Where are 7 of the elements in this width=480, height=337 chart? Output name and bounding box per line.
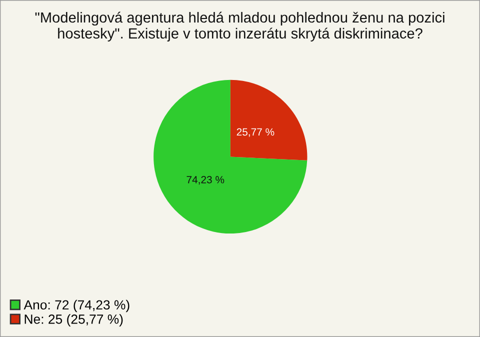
pie-slice xyxy=(154,80,308,234)
data-label: 25,77 % xyxy=(236,128,274,137)
data-label: 74,23 % xyxy=(186,176,224,185)
chart-title: "Modelingová agentura hledá mladou pohlednou ženu na pozici hostesky". Existuje v tomto inzerátu skrytá diskriminace? xyxy=(35,12,444,42)
legend-label: Ano: 72 (74,23 %) xyxy=(24,300,130,312)
pie-slice xyxy=(230,80,308,160)
legend-label: Ne: 25 (25,77 %) xyxy=(24,314,123,326)
